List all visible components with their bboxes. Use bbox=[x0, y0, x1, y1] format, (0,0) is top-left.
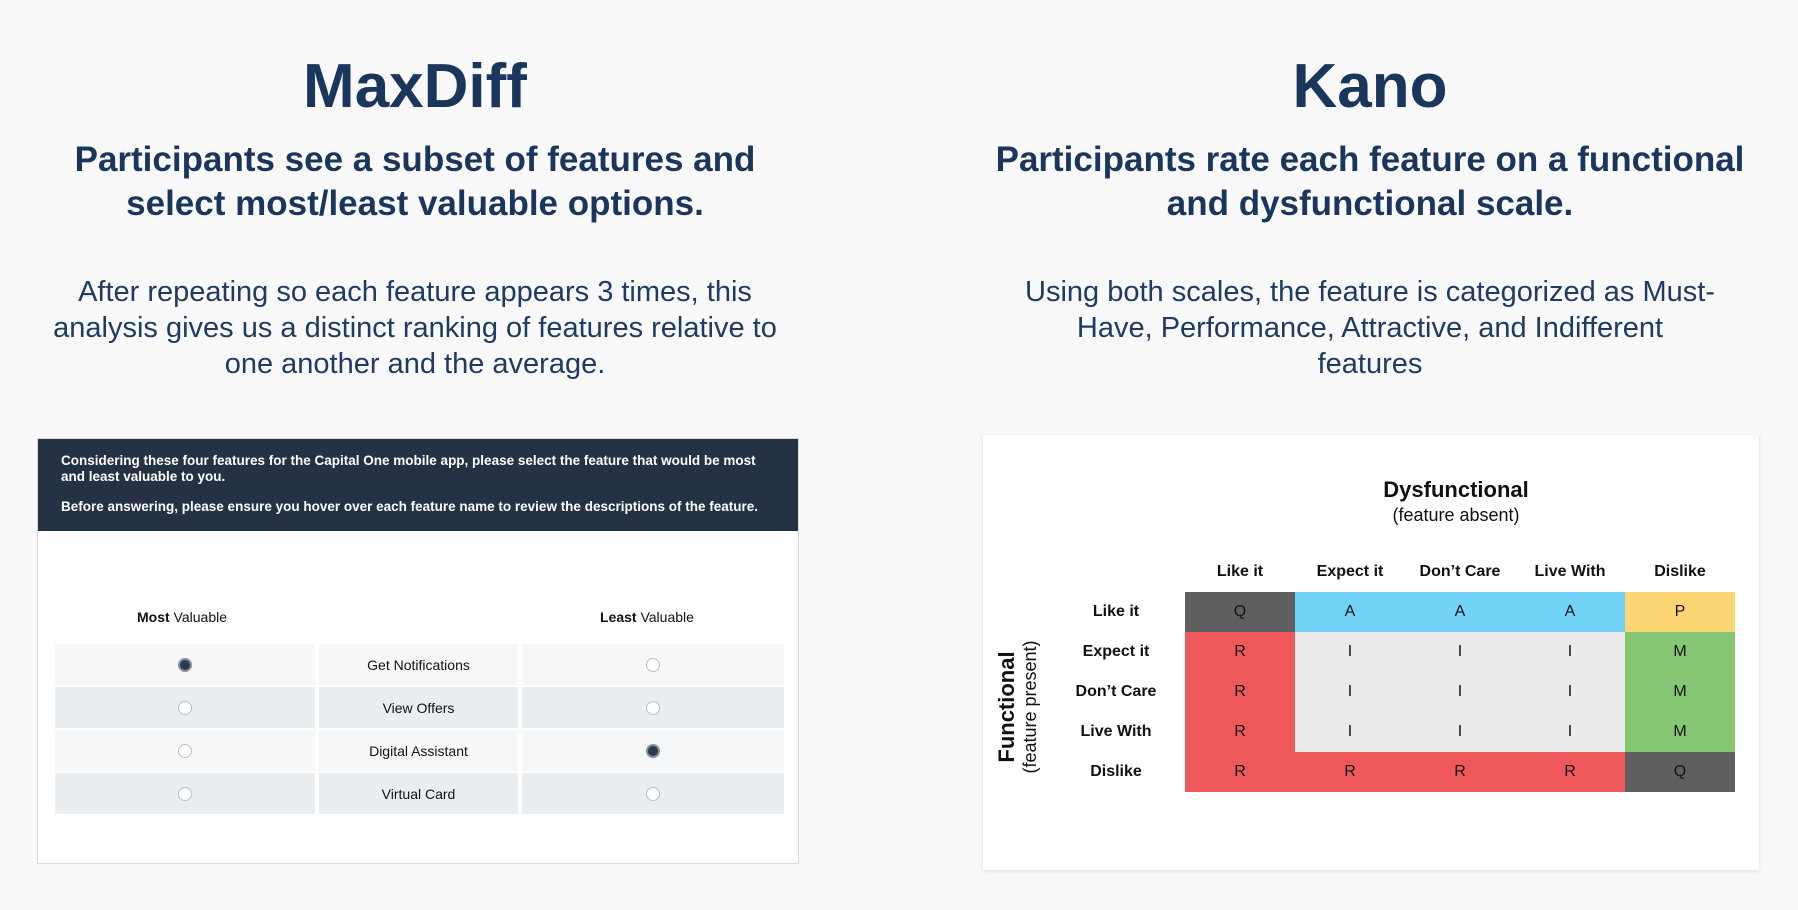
survey-option-row: Get Notifications bbox=[55, 644, 784, 685]
least-valuable-header: Least Valuable bbox=[600, 609, 694, 625]
most-label: Most bbox=[137, 609, 170, 625]
matrix-cell: I bbox=[1515, 672, 1625, 712]
matrix-column-header: Dislike bbox=[1654, 563, 1706, 580]
maxdiff-title: MaxDiff bbox=[303, 52, 527, 121]
least-label: Least bbox=[600, 609, 637, 625]
matrix-cell: A bbox=[1515, 592, 1625, 632]
matrix-row-header: Expect it bbox=[1082, 643, 1150, 660]
kano-title: Kano bbox=[1292, 52, 1448, 121]
matrix-cell: Q bbox=[1625, 752, 1735, 792]
least-valuable-radio[interactable] bbox=[646, 786, 661, 801]
kano-description: Using both scales, the feature is catego… bbox=[1025, 276, 1715, 380]
matrix-column-header: Like it bbox=[1216, 563, 1264, 580]
kano-section: Kano Participants rate each feature on a… bbox=[975, 0, 1765, 382]
least-valuable-radio[interactable] bbox=[646, 700, 661, 715]
matrix-column-header: Don’t Care bbox=[1419, 563, 1501, 580]
most-valuable-cell bbox=[55, 730, 315, 771]
matrix-cell: I bbox=[1295, 632, 1405, 672]
kano-subtitle: Participants rate each feature on a func… bbox=[995, 140, 1745, 223]
feature-name[interactable]: Digital Assistant bbox=[318, 730, 519, 771]
most-valuable-radio[interactable] bbox=[177, 700, 192, 715]
matrix-cell: M bbox=[1625, 712, 1735, 752]
matrix-cell: R bbox=[1295, 752, 1405, 792]
maxdiff-subtitle: Participants see a subset of features an… bbox=[74, 140, 756, 223]
functional-axis-subtitle: (feature present) bbox=[1020, 640, 1040, 774]
dysfunctional-axis-subtitle: (feature absent) bbox=[1392, 505, 1520, 525]
maxdiff-survey-card: Considering these four features for the … bbox=[37, 438, 799, 864]
feature-name[interactable]: Get Notifications bbox=[318, 644, 519, 685]
matrix-column-header: Live With bbox=[1534, 563, 1606, 580]
matrix-cell: I bbox=[1515, 632, 1625, 672]
matrix-row-header: Dislike bbox=[1090, 763, 1142, 780]
feature-name[interactable]: View Offers bbox=[318, 687, 519, 728]
matrix-cell: I bbox=[1405, 712, 1515, 752]
least-valuable-cell bbox=[522, 773, 784, 814]
survey-options-table: Get Notifications View Offers Digital Assi… bbox=[55, 644, 784, 816]
most-valuable-cell bbox=[55, 773, 315, 814]
least-valuable-suffix: Valuable bbox=[636, 609, 694, 625]
survey-option-row: Digital Assistant bbox=[55, 730, 784, 771]
survey-instruction: Considering these four features for the … bbox=[61, 453, 756, 484]
most-valuable-suffix: Valuable bbox=[169, 609, 228, 625]
matrix-cell: I bbox=[1295, 712, 1405, 752]
least-valuable-cell bbox=[522, 730, 784, 771]
most-valuable-radio[interactable] bbox=[177, 657, 192, 672]
functional-axis-title: Functional bbox=[994, 651, 1019, 763]
maxdiff-description: After repeating so each feature appears … bbox=[53, 276, 777, 380]
most-valuable-radio[interactable] bbox=[177, 743, 192, 758]
matrix-cell: I bbox=[1405, 672, 1515, 712]
matrix-cell: P bbox=[1625, 592, 1735, 632]
matrix-cell: I bbox=[1405, 632, 1515, 672]
matrix-row-header: Like it bbox=[1092, 603, 1140, 620]
matrix-cell: Q bbox=[1185, 592, 1295, 632]
functional-axis-label: Functional (feature present) bbox=[994, 640, 1041, 774]
survey-option-row: Virtual Card bbox=[55, 773, 784, 814]
matrix-cell: R bbox=[1515, 752, 1625, 792]
survey-hover-note: Before answering, please ensure you hove… bbox=[61, 499, 758, 514]
least-valuable-cell bbox=[522, 687, 784, 728]
matrix-cell: R bbox=[1405, 752, 1515, 792]
most-valuable-radio[interactable] bbox=[177, 786, 192, 801]
most-valuable-header: Most Valuable bbox=[137, 609, 227, 625]
matrix-cell: M bbox=[1625, 632, 1735, 672]
feature-name[interactable]: Virtual Card bbox=[318, 773, 519, 814]
matrix-row-header: Don’t Care bbox=[1075, 683, 1157, 700]
maxdiff-section: MaxDiff Participants see a subset of fea… bbox=[30, 0, 800, 382]
matrix-cell: R bbox=[1185, 752, 1295, 792]
least-valuable-cell bbox=[522, 644, 784, 685]
survey-option-row: View Offers bbox=[55, 687, 784, 728]
matrix-column-header: Expect it bbox=[1316, 563, 1384, 580]
matrix-cell: R bbox=[1185, 672, 1295, 712]
dysfunctional-axis-title: Dysfunctional bbox=[1383, 477, 1529, 502]
matrix-cell: I bbox=[1515, 712, 1625, 752]
matrix-cell: I bbox=[1295, 672, 1405, 712]
least-valuable-radio[interactable] bbox=[646, 657, 661, 672]
most-valuable-cell bbox=[55, 644, 315, 685]
survey-header: Considering these four features for the … bbox=[38, 439, 798, 531]
matrix-cell: R bbox=[1185, 712, 1295, 752]
matrix-row-header: Live With bbox=[1080, 723, 1152, 740]
matrix-cell: M bbox=[1625, 672, 1735, 712]
matrix-cell: A bbox=[1405, 592, 1515, 632]
most-valuable-cell bbox=[55, 687, 315, 728]
matrix-cell: A bbox=[1295, 592, 1405, 632]
kano-matrix-card: Dysfunctional (feature absent) Functiona… bbox=[983, 435, 1759, 870]
least-valuable-radio[interactable] bbox=[646, 743, 661, 758]
matrix-cell: R bbox=[1185, 632, 1295, 672]
